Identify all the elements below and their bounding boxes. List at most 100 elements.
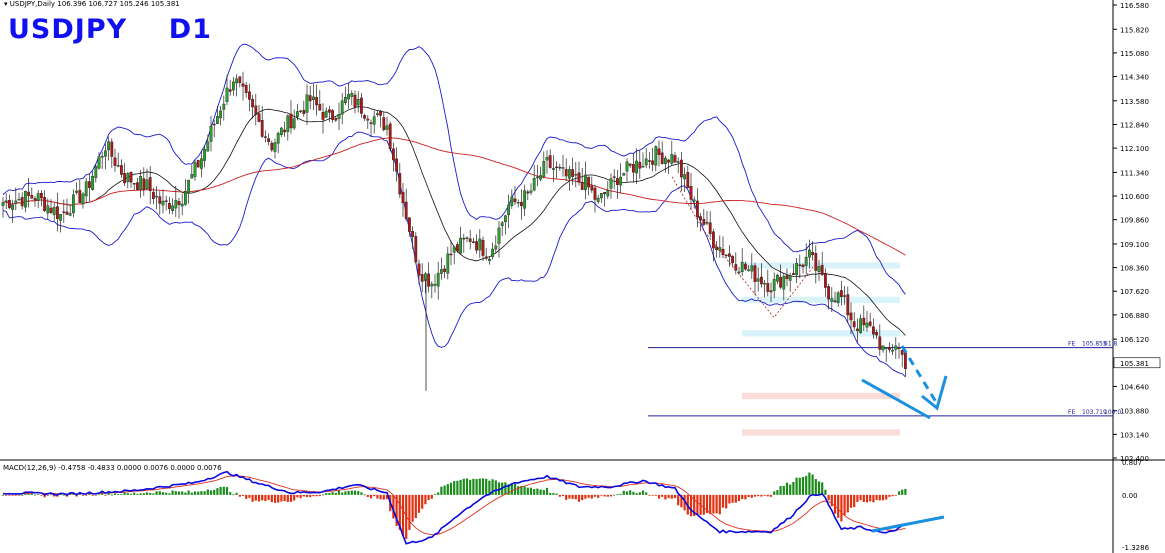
candle-body bbox=[584, 174, 587, 191]
candle-body bbox=[497, 227, 501, 244]
candle-body bbox=[385, 125, 389, 130]
candle-body bbox=[782, 276, 786, 290]
candle-body bbox=[568, 169, 571, 179]
macd-histogram-bar bbox=[622, 490, 625, 495]
macd-histogram-bar bbox=[318, 494, 321, 497]
candle-body bbox=[247, 91, 251, 100]
macd-histogram-bar bbox=[193, 491, 197, 495]
candle-body bbox=[264, 136, 267, 138]
candle-body bbox=[699, 216, 703, 221]
macd-histogram-bar bbox=[373, 494, 376, 497]
candle-body bbox=[763, 282, 767, 285]
macd-histogram-bar bbox=[545, 487, 549, 495]
candle-body bbox=[833, 300, 837, 302]
candle-body bbox=[475, 241, 478, 251]
candle-body bbox=[379, 111, 382, 116]
annotation-line bbox=[861, 378, 931, 420]
candle-body bbox=[852, 321, 856, 328]
dropdown-triangle-icon[interactable]: ▾ bbox=[4, 0, 8, 8]
macd-histogram-bar bbox=[737, 494, 741, 502]
candle-body bbox=[667, 159, 671, 163]
price-tick-label: 107.620 bbox=[1120, 288, 1149, 296]
candle-body bbox=[702, 219, 706, 225]
macd-histogram-bar bbox=[395, 494, 398, 527]
macd-histogram-bar bbox=[629, 490, 632, 495]
candle-body bbox=[292, 118, 296, 129]
macd-histogram-bar bbox=[731, 494, 734, 503]
macd-histogram-bar bbox=[353, 490, 357, 495]
macd-histogram-bar bbox=[289, 494, 293, 502]
macd-histogram-bar bbox=[113, 493, 117, 495]
macd-main-line bbox=[2, 470, 906, 545]
macd-histogram-bar bbox=[376, 494, 379, 499]
current-price-label: 105.381 bbox=[1120, 360, 1149, 368]
macd-histogram-bar bbox=[830, 494, 833, 507]
candle-body bbox=[670, 154, 674, 164]
chart-title: USDJPY D1 bbox=[8, 14, 212, 45]
macd-histogram-bar bbox=[33, 494, 37, 496]
macd-histogram-bar bbox=[14, 494, 17, 496]
candle-body bbox=[312, 96, 315, 100]
target-zone-cyan bbox=[742, 330, 900, 337]
candle-body bbox=[360, 97, 363, 114]
candle-body bbox=[542, 161, 546, 177]
candle-body bbox=[142, 178, 146, 190]
candle-body bbox=[779, 277, 783, 288]
macd-histogram-bar bbox=[619, 493, 622, 495]
candle-body bbox=[180, 203, 184, 207]
macd-histogram-bar bbox=[475, 479, 478, 495]
candle-body bbox=[641, 165, 645, 168]
macd-histogram-bar bbox=[875, 494, 878, 500]
macd-histogram-bar bbox=[590, 494, 593, 499]
macd-histogram-bar bbox=[552, 493, 555, 495]
macd-histogram-bar bbox=[683, 494, 686, 511]
macd-histogram-bar bbox=[334, 492, 337, 495]
macd-histogram-bar bbox=[494, 480, 497, 495]
candle-body bbox=[481, 239, 485, 256]
candle-body bbox=[135, 182, 139, 190]
candle-body bbox=[321, 112, 325, 120]
target-zone-pink bbox=[742, 429, 900, 436]
candle-body bbox=[513, 198, 517, 203]
price-tick-label: 103.140 bbox=[1120, 431, 1149, 439]
price-tick-label: 106.880 bbox=[1120, 312, 1149, 320]
macd-histogram-bar bbox=[859, 494, 862, 501]
macd-histogram-bar bbox=[78, 493, 81, 495]
candle-body bbox=[305, 94, 309, 113]
macd-histogram-bar bbox=[673, 494, 677, 499]
candle-body bbox=[353, 94, 357, 108]
macd-histogram-bar bbox=[526, 487, 529, 495]
macd-histogram-bar bbox=[597, 494, 600, 498]
candle-body bbox=[219, 110, 222, 119]
candle-body bbox=[251, 98, 254, 108]
macd-histogram-bar bbox=[91, 494, 94, 496]
macd-histogram-bar bbox=[85, 494, 88, 496]
macd-histogram-bar bbox=[165, 492, 168, 495]
candle-body bbox=[894, 345, 898, 350]
candle-body bbox=[97, 156, 101, 169]
candle-body bbox=[516, 202, 520, 204]
macd-histogram-bar bbox=[616, 494, 619, 496]
macd-histogram-bar bbox=[277, 494, 280, 503]
candle-body bbox=[785, 275, 789, 279]
macd-histogram-bar bbox=[11, 494, 14, 496]
candle-body bbox=[20, 197, 24, 207]
candle-body bbox=[443, 268, 446, 272]
macd-histogram-bar bbox=[814, 478, 817, 495]
macd-histogram-bar bbox=[654, 494, 657, 496]
macd-histogram-bar bbox=[849, 494, 853, 508]
candle-body bbox=[110, 141, 114, 157]
macd-histogram-bar bbox=[846, 494, 849, 513]
candle-body bbox=[270, 142, 274, 151]
macd-histogram-bar bbox=[897, 491, 901, 495]
macd-histogram-bar bbox=[398, 494, 401, 530]
macd-histogram-bar bbox=[273, 494, 277, 503]
candle-body bbox=[7, 199, 11, 209]
macd-histogram-bar bbox=[667, 494, 670, 499]
candle-body bbox=[158, 196, 162, 204]
macd-histogram-bar bbox=[574, 494, 577, 500]
macd-histogram-bar bbox=[235, 492, 238, 495]
candle-body bbox=[654, 146, 658, 166]
macd-histogram-bar bbox=[209, 490, 213, 495]
macd-histogram-bar bbox=[299, 494, 302, 499]
